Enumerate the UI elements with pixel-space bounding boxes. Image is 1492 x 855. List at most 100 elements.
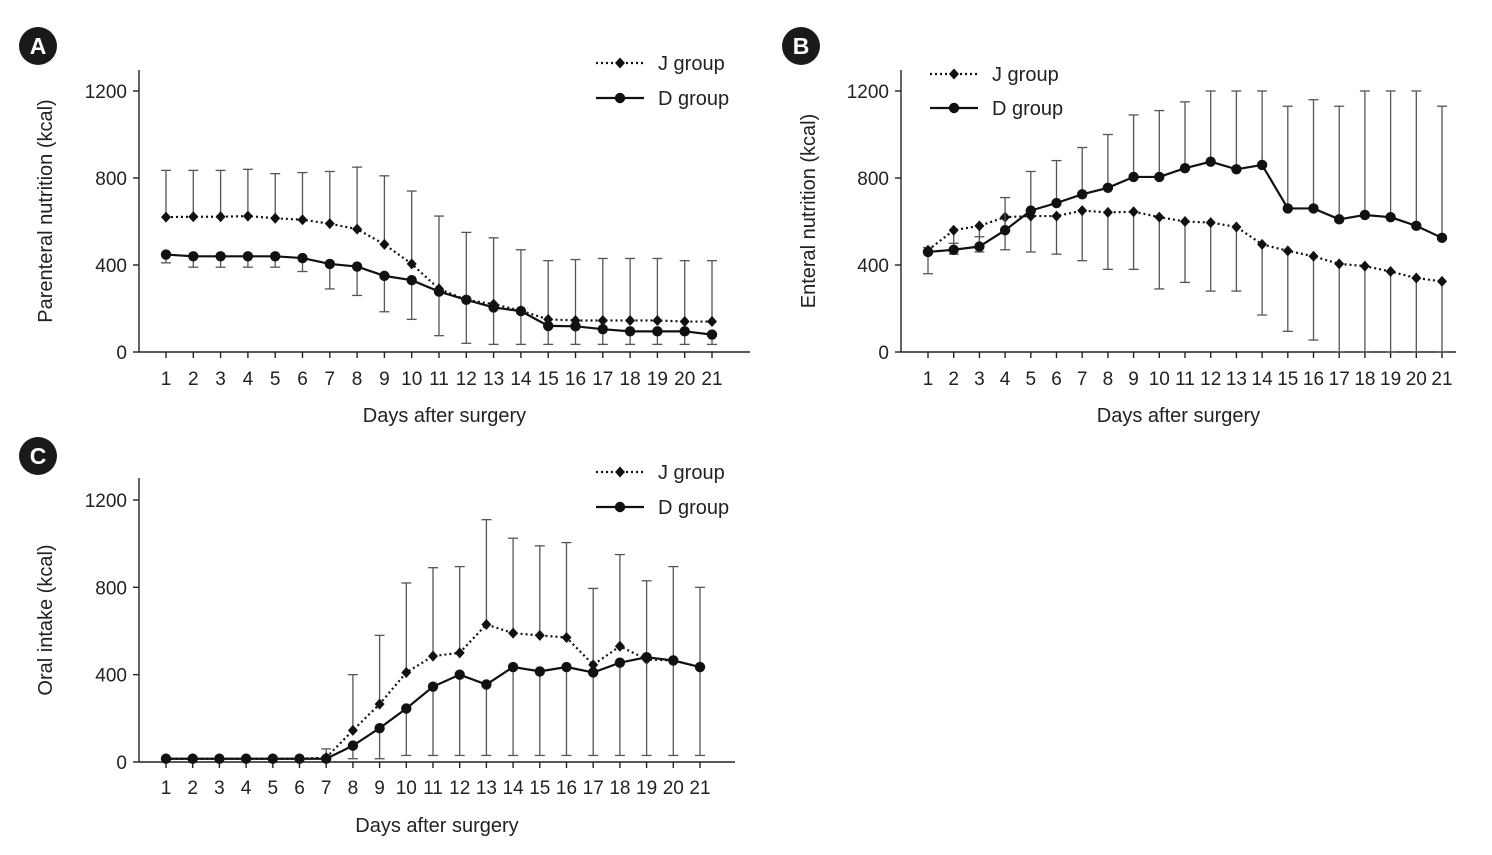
- data-point: [508, 627, 519, 639]
- x-tick-label: 2: [187, 778, 198, 799]
- data-point: [625, 314, 636, 326]
- legend-label: D group: [658, 88, 729, 110]
- x-tick-label: 4: [241, 778, 252, 799]
- legend: J group D group: [930, 64, 1063, 120]
- data-point: [187, 753, 198, 764]
- x-tick-label: 20: [1406, 369, 1427, 390]
- data-point: [1180, 216, 1190, 227]
- data-point: [352, 223, 363, 235]
- x-tick-label: 19: [1380, 369, 1401, 390]
- series-d-group: [922, 90, 1448, 258]
- data-point: [406, 275, 417, 286]
- data-point: [641, 652, 652, 663]
- data-point: [1308, 250, 1319, 262]
- x-tick-label: 9: [1128, 369, 1139, 390]
- x-tick-label: 1: [161, 778, 172, 799]
- data-point: [1077, 205, 1088, 217]
- data-point: [240, 753, 252, 764]
- x-tick-label: 17: [583, 778, 604, 799]
- x-tick-label: 17: [592, 369, 613, 390]
- y-axis-title: Oral intake (kcal): [35, 544, 57, 695]
- x-tick-label: 4: [1000, 369, 1011, 390]
- data-point: [999, 225, 1011, 236]
- data-point: [706, 329, 718, 340]
- x-tick-label: 9: [379, 369, 390, 390]
- data-point: [379, 238, 390, 250]
- data-point: [1256, 159, 1268, 171]
- data-point: [707, 316, 717, 328]
- x-tick-label: 5: [1026, 369, 1037, 390]
- data-point: [324, 218, 335, 230]
- data-point: [321, 753, 332, 764]
- data-point: [214, 753, 225, 764]
- data-point: [347, 740, 359, 751]
- data-point: [1128, 206, 1139, 218]
- series-d-group: [160, 652, 706, 764]
- x-tick-label: 6: [297, 369, 308, 390]
- x-tick-label: 19: [647, 369, 668, 390]
- legend-marker: [949, 68, 959, 80]
- data-point: [1436, 232, 1448, 244]
- data-point: [515, 305, 527, 317]
- x-tick-label: 20: [663, 778, 684, 799]
- y-tick-label: 400: [95, 256, 127, 277]
- data-point: [1154, 211, 1165, 223]
- x-axis-title: Days after surgery: [355, 815, 518, 837]
- data-point: [1282, 245, 1293, 257]
- data-point: [1385, 266, 1396, 278]
- data-point: [668, 655, 679, 666]
- x-tick-label: 19: [636, 778, 657, 799]
- data-point: [242, 251, 254, 262]
- y-tick-label: 0: [116, 753, 127, 774]
- y-tick-label: 800: [857, 169, 889, 190]
- data-point: [324, 258, 335, 270]
- x-tick-label: 12: [1200, 369, 1221, 390]
- x-tick-label: 6: [1051, 369, 1062, 390]
- data-point: [507, 661, 519, 673]
- data-point: [1257, 238, 1268, 250]
- data-point: [614, 640, 625, 652]
- data-point: [1334, 214, 1345, 225]
- x-tick-label: 4: [243, 369, 254, 390]
- y-tick-label: 1200: [85, 82, 127, 103]
- data-point: [948, 244, 959, 255]
- legend-marker: [948, 102, 960, 114]
- y-tick-label: 0: [878, 343, 889, 364]
- data-point: [294, 753, 305, 764]
- data-point: [428, 650, 438, 662]
- x-tick-label: 2: [948, 369, 959, 390]
- data-point: [624, 326, 636, 337]
- data-point: [1334, 258, 1345, 270]
- series-line: [165, 214, 712, 323]
- x-tick-label: 13: [1226, 369, 1247, 390]
- x-tick-label: 15: [538, 369, 559, 390]
- data-point: [374, 722, 385, 734]
- x-tick-label: 8: [348, 778, 359, 799]
- data-point: [1051, 197, 1062, 209]
- series-j-group: [161, 166, 717, 328]
- series-d-group: [160, 249, 718, 346]
- x-tick-label: 2: [188, 369, 199, 390]
- data-point: [481, 618, 492, 630]
- data-point: [1102, 206, 1113, 218]
- data-point: [461, 294, 472, 305]
- data-point: [948, 224, 959, 236]
- x-tick-label: 18: [620, 369, 641, 390]
- data-point: [534, 666, 545, 677]
- data-point: [297, 214, 308, 226]
- x-tick-label: 10: [1149, 369, 1170, 390]
- data-point: [1437, 275, 1447, 287]
- x-tick-label: 21: [701, 369, 722, 390]
- x-tick-label: 3: [215, 369, 226, 390]
- panel-badge: [782, 27, 820, 65]
- data-point: [1077, 189, 1088, 200]
- series-line: [166, 623, 701, 760]
- x-tick-label: 7: [321, 778, 332, 799]
- data-point: [1359, 209, 1371, 221]
- x-tick-label: 15: [1277, 369, 1298, 390]
- data-point: [160, 753, 172, 764]
- data-point: [1359, 260, 1370, 272]
- data-point: [433, 286, 445, 297]
